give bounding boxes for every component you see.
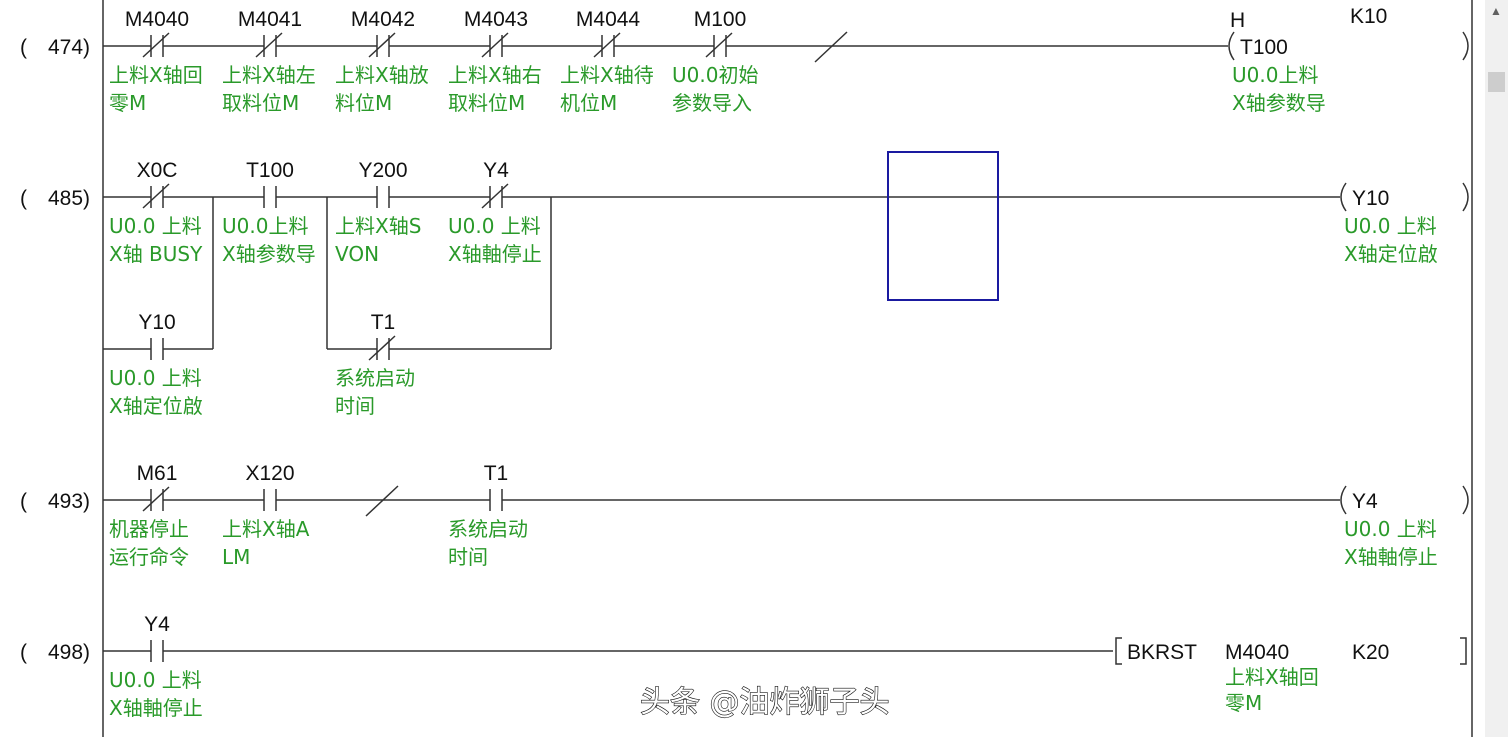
contact-device: M61 [137, 462, 178, 485]
contact-device: M4043 [464, 8, 528, 31]
contact-nc-slash [142, 486, 170, 512]
contact-nc-slash [368, 32, 396, 58]
scrollbar-thumb[interactable] [1488, 72, 1505, 92]
step-paren: ( [20, 641, 27, 664]
device-comment: 时间 [448, 545, 488, 569]
instruction-close-bracket [1460, 637, 1467, 665]
device-comment: 料位M [335, 91, 392, 115]
instruction-op: BKRST [1127, 641, 1197, 664]
device-comment: 上料X轴A [222, 517, 310, 541]
coil-comment: U0.0 上料 [1344, 517, 1437, 541]
device-comment: X轴参数导 [222, 242, 316, 266]
contact-device: T1 [484, 462, 509, 485]
contact-device: T1 [371, 311, 396, 334]
device-comment: X轴定位啟 [109, 394, 203, 418]
contact-nc-slash [368, 335, 396, 361]
wire-break-mark [365, 485, 399, 517]
device-comment: 上料X轴右 [448, 63, 542, 87]
coil-prefix: H [1230, 9, 1245, 32]
coil-comment: U0.0 上料 [1344, 214, 1437, 238]
scroll-up-icon[interactable]: ▲ [1490, 4, 1502, 18]
edit-cursor[interactable] [887, 151, 999, 301]
contact-nc-slash [142, 32, 170, 58]
step-number: 498) [48, 641, 90, 664]
device-comment: 上料X轴待 [560, 63, 654, 87]
contact-device: M4042 [351, 8, 415, 31]
step-paren: ( [20, 187, 27, 210]
wire-break-mark [814, 31, 848, 63]
coil-close-paren [1462, 485, 1469, 515]
device-comment: U0.0 上料 [109, 668, 202, 692]
contact-device: Y200 [358, 159, 407, 182]
coil-comment: X轴参数导 [1232, 91, 1326, 115]
step-number: 474) [48, 36, 90, 59]
device-comment: 系统启动 [448, 517, 528, 541]
device-comment: U0.0 上料 [109, 214, 202, 238]
step-number: 485) [48, 187, 90, 210]
coil-setting: K10 [1350, 5, 1387, 28]
watermark: 头条 @油炸狮子头 [640, 685, 890, 720]
device-comment: 上料X轴回 [109, 63, 203, 87]
contact-nc-slash [481, 183, 509, 209]
device-comment: U0.0上料 [222, 214, 308, 238]
device-comment: U0.0 上料 [109, 366, 202, 390]
coil-comment: U0.0上料 [1232, 63, 1318, 87]
contact-device: M4040 [125, 8, 189, 31]
contact-nc-slash [255, 32, 283, 58]
contact-nc-slash [481, 32, 509, 58]
device-comment: U0.0初始 [672, 63, 758, 87]
contact-device: X0C [137, 159, 178, 182]
instruction-comment: 零M [1225, 691, 1262, 715]
contact-nc-slash [705, 32, 733, 58]
device-comment: 零M [109, 91, 146, 115]
step-number: 493) [48, 490, 90, 513]
device-comment: 取料位M [222, 91, 299, 115]
step-paren: ( [20, 490, 27, 513]
device-comment: 机位M [560, 91, 617, 115]
instruction-comment: 上料X轴回 [1225, 665, 1319, 689]
coil-open-paren [1228, 31, 1235, 61]
contact-nc-slash [593, 32, 621, 58]
device-comment: U0.0 上料 [448, 214, 541, 238]
contact-device: X120 [245, 462, 294, 485]
device-comment: 参数导入 [672, 91, 752, 115]
device-comment: LM [222, 545, 250, 569]
vertical-scrollbar[interactable]: ▲ [1485, 0, 1508, 737]
contact-device: M4044 [576, 8, 641, 31]
instruction-open-bracket [1115, 637, 1122, 665]
contact-device: Y4 [144, 613, 170, 636]
device-comment: 运行命令 [109, 545, 189, 569]
contact-device: Y4 [483, 159, 509, 182]
coil-open-paren [1340, 485, 1347, 515]
contact-device: M100 [694, 8, 747, 31]
instruction-operand: M4040 [1225, 641, 1289, 664]
device-comment: 上料X轴左 [222, 63, 316, 87]
contact-device: T100 [246, 159, 294, 182]
coil-device: Y4 [1352, 490, 1378, 513]
contact-device: M4041 [238, 8, 302, 31]
device-comment: X轴軸停止 [109, 696, 203, 720]
coil-close-paren [1462, 31, 1469, 61]
contact-nc-slash [142, 183, 170, 209]
contact-device: Y10 [138, 311, 175, 334]
device-comment: X轴 BUSY [109, 242, 203, 266]
step-paren: ( [20, 36, 27, 59]
device-comment: 上料X轴S [335, 214, 421, 238]
coil-device: T100 [1240, 36, 1288, 59]
device-comment: 上料X轴放 [335, 63, 429, 87]
device-comment: 取料位M [448, 91, 525, 115]
device-comment: X轴軸停止 [448, 242, 542, 266]
coil-open-paren [1340, 182, 1347, 212]
device-comment: VON [335, 242, 379, 266]
coil-comment: X轴軸停止 [1344, 545, 1438, 569]
instruction-operand: K20 [1352, 641, 1389, 664]
coil-device: Y10 [1352, 187, 1389, 210]
coil-comment: X轴定位啟 [1344, 242, 1438, 266]
device-comment: 时间 [335, 394, 375, 418]
coil-close-paren [1462, 182, 1469, 212]
device-comment: 机器停止 [109, 517, 189, 541]
device-comment: 系统启动 [335, 366, 415, 390]
